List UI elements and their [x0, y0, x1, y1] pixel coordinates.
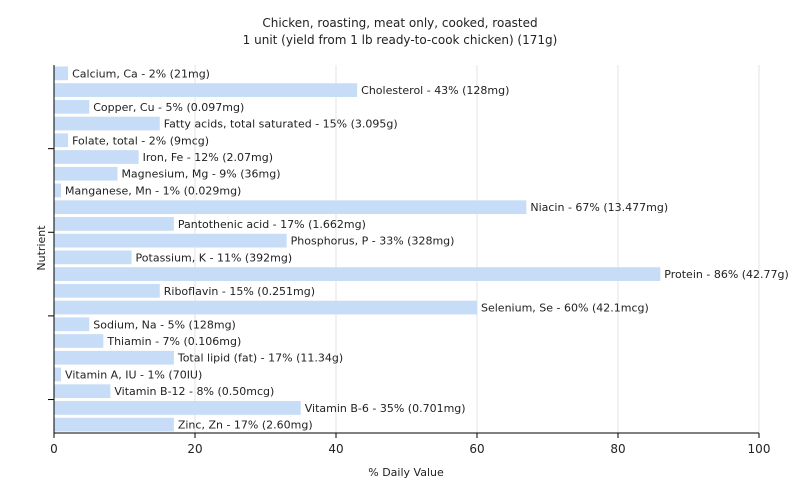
- bar: [54, 133, 69, 148]
- bar-label: Phosphorus, P - 33% (328mg): [291, 235, 455, 248]
- bar-label: Thiamin - 7% (0.106mg): [106, 335, 241, 348]
- bar: [54, 99, 90, 114]
- bar: [54, 267, 661, 281]
- bar-label: Iron, Fe - 12% (2.07mg): [143, 151, 273, 164]
- x-tick-label: 0: [50, 442, 58, 456]
- bar: [54, 334, 104, 348]
- bar-label: Copper, Cu - 5% (0.097mg): [93, 101, 244, 114]
- y-axis-label: Nutrient: [35, 225, 48, 271]
- bar: [54, 350, 174, 365]
- bar-label: Vitamin B-12 - 8% (0.50mcg): [114, 385, 274, 398]
- bar: [54, 217, 174, 231]
- x-tick-label: 20: [187, 442, 202, 456]
- gridlines: [194, 65, 760, 433]
- bar: [54, 150, 139, 164]
- bar-label: Fatty acids, total saturated - 15% (3.09…: [164, 118, 398, 131]
- bar-label: Vitamin B-6 - 35% (0.701mg): [305, 402, 466, 415]
- x-tick-label: 100: [748, 442, 771, 456]
- bar: [54, 83, 358, 97]
- bar: [54, 250, 132, 265]
- bar-label: Total lipid (fat) - 17% (11.34g): [177, 352, 343, 365]
- bar-label: Calcium, Ca - 2% (21mg): [72, 67, 210, 80]
- bar: [54, 367, 62, 382]
- bar-label: Magnesium, Mg - 9% (36mg): [121, 168, 280, 181]
- chart-subtitle: 1 unit (yield from 1 lb ready-to-cook ch…: [243, 33, 558, 47]
- bar-label: Manganese, Mn - 1% (0.029mg): [65, 184, 241, 197]
- axes-group: 0 20 40 60 80 100: [48, 65, 770, 456]
- bar-label: Sodium, Na - 5% (128mg): [93, 318, 236, 331]
- bar-label: Zinc, Zn - 17% (2.60mg): [178, 419, 313, 432]
- bar-label: Folate, total - 2% (9mcg): [72, 134, 209, 147]
- bar: [54, 384, 111, 399]
- bar-label: Pantothenic acid - 17% (1.662mg): [178, 218, 366, 231]
- bar: [54, 183, 62, 198]
- bar-label: Cholesterol - 43% (128mg): [361, 84, 509, 97]
- bar: [54, 66, 69, 81]
- bar-label: Vitamin A, IU - 1% (70IU): [65, 368, 202, 381]
- bar-label: Riboflavin - 15% (0.251mg): [164, 285, 315, 298]
- bar-label: Niacin - 67% (13.477mg): [530, 201, 668, 214]
- bars-group: Calcium, Ca - 2% (21mg) Cholesterol - 43%…: [54, 66, 789, 432]
- bar-label: Protein - 86% (42.77g): [664, 268, 789, 281]
- bar: [54, 300, 477, 315]
- chart-title: Chicken, roasting, meat only, cooked, ro…: [262, 16, 537, 30]
- bar: [54, 116, 160, 131]
- bar: [54, 317, 90, 332]
- x-tick-label: 40: [328, 442, 343, 456]
- x-tick-label: 60: [469, 442, 484, 456]
- bar-label: Selenium, Se - 60% (42.1mcg): [481, 302, 649, 315]
- x-axis-label: % Daily Value: [368, 466, 444, 479]
- bar: [54, 200, 527, 215]
- bar: [54, 401, 301, 415]
- bar: [54, 233, 287, 248]
- bar: [54, 283, 160, 298]
- x-tick-label: 80: [610, 442, 625, 456]
- bar-label: Potassium, K - 11% (392mg): [136, 251, 293, 264]
- bar: [54, 417, 174, 432]
- bar: [54, 166, 118, 181]
